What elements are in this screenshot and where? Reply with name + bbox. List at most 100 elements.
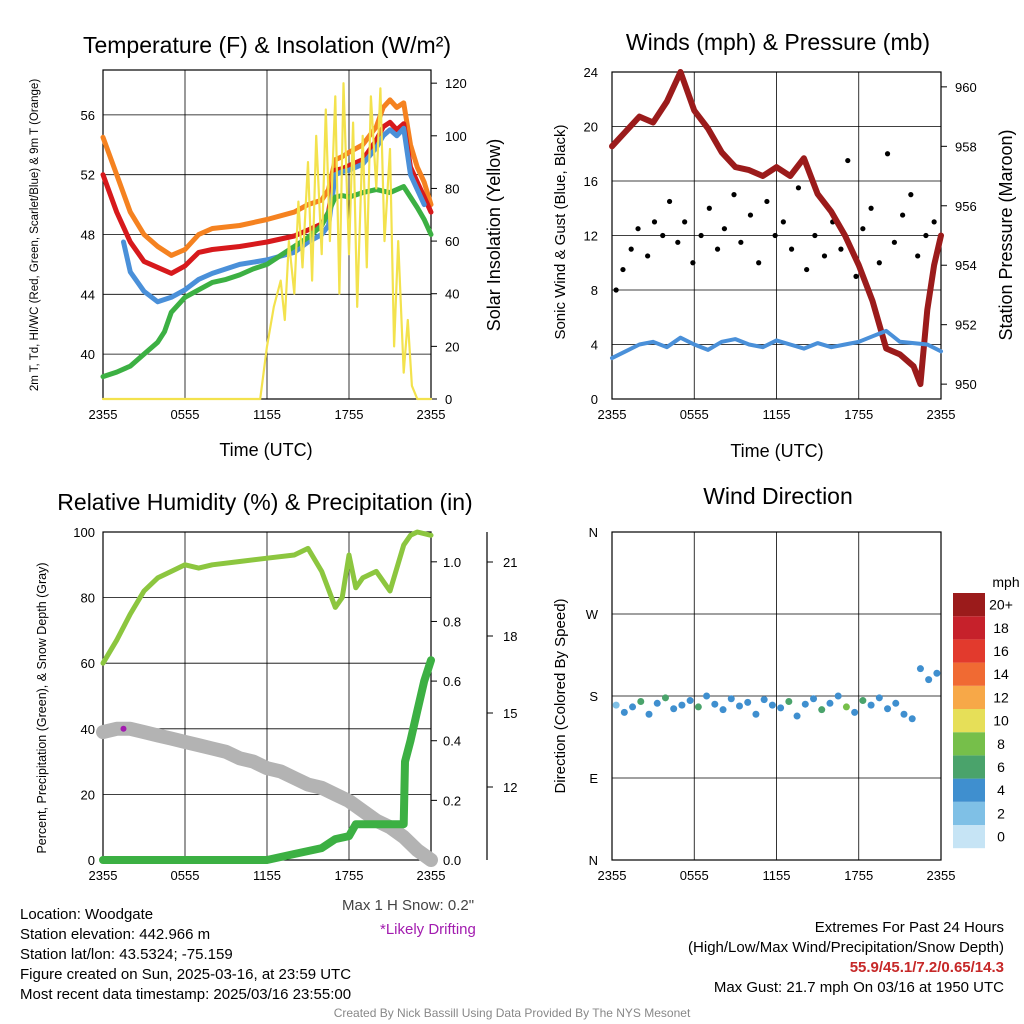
panel1-xtick-label: 1155 [253,407,281,422]
panel2-gust-point [714,246,721,252]
colorbar-label: 6 [997,759,1005,775]
panel4-direction-point [793,712,801,720]
panel2-xtick-label: 1755 [844,407,873,422]
panel2-y2tick-label: 958 [955,139,977,154]
panel2-y2tick-label: 952 [955,318,977,333]
panel2-xlabel: Time (UTC) [730,441,823,461]
panel3-y3tick-label: 15 [503,706,517,721]
panel1-xtick-label: 2355 [417,407,446,422]
panel1-series-0-line [100,97,434,258]
panel4-direction-point [653,699,661,707]
panel2-gust-point [795,185,802,191]
panel4-direction-point [744,698,752,706]
panel4-direction-point [933,669,941,677]
panel2-gust-point [628,246,634,252]
colorbar-cell [953,685,985,709]
panel1-ytick-label: 40 [81,347,95,362]
panel2-gust-point [613,287,619,293]
panel4-direction-point [916,665,924,673]
panel2-gust-point [821,253,828,259]
panel2-gust-point [780,219,786,225]
panel4-ytick-label: N [589,853,598,868]
panel3-drift-marker [120,725,127,732]
panel2-gust-point [738,239,744,245]
colorbar-label: 2 [997,805,1005,821]
panel1-ytick-label: 56 [81,108,95,123]
panel2-xtick-label: 1155 [763,407,791,422]
panel4-direction-point [859,697,867,705]
panel4-direction-point [752,710,760,718]
panel2-gust-point [931,219,937,225]
panel4-direction-point [645,710,653,718]
panel4-xtick-label: 1755 [844,868,873,883]
panel3-y2tick-label: 0.0 [443,853,461,868]
panel2-gust-point [845,157,851,164]
panel4-direction-point [612,701,620,709]
panel2-ytick-label: 16 [584,174,598,189]
panel1-series-2-line [121,125,427,305]
colorbar-label: 8 [997,736,1005,752]
panel4-direction-point [637,697,645,705]
panel3-precip-line [99,656,435,864]
panel4-direction-point [629,703,637,711]
panel4-title: Wind Direction [703,483,853,509]
panel4-direction-point [826,699,834,707]
panel2-ytick-label: 24 [584,65,598,80]
panel1-y2label: Solar Insolation (Yellow) [484,139,504,331]
panel3-y3tick-label: 21 [503,555,517,570]
panel2-xtick-label: 2355 [927,407,956,422]
panel4-direction-point [810,695,818,703]
panel4-direction-point [620,708,628,716]
panel3-ytick-label: 0 [88,853,95,868]
panel2-gust-point [853,273,859,279]
panel2-gust-point [756,260,762,266]
colorbar-label: 18 [993,620,1009,636]
colorbar-cell [953,639,985,663]
panel3-y2tick-label: 1.0 [443,555,461,570]
panel4-direction-point [818,706,826,714]
elevation-text: Station elevation: 442.966 m [20,926,211,943]
panel1-xtick-label: 1755 [335,407,364,422]
panel1-y2tick-label: 0 [445,392,452,407]
panel3-y3tick-label: 18 [503,629,517,644]
panel2-gust-point [868,205,874,211]
panel2-gust-point [900,212,906,218]
panel1-y2tick-label: 20 [445,339,459,354]
panel3-y3tick-label: 12 [503,780,517,795]
panel4-ytick-label: E [589,771,598,786]
panel4-xtick-label: 2355 [598,868,627,883]
colorbar-label: 20+ [989,597,1013,613]
panel2-y2label: Station Pressure (Maroon) [996,129,1016,340]
credit-text: Created By Nick Bassill Using Data Provi… [333,1006,691,1020]
colorbar-label: 12 [993,689,1009,705]
drift-annotation: *Likely Drifting [380,921,476,938]
panel2-gust-point [860,226,866,232]
panel2-gust-point [698,232,704,239]
recent-text: Most recent data timestamp: 2025/03/16 2… [20,986,352,1003]
colorbar-label: 16 [993,643,1009,659]
panel2-gust-point [772,232,778,239]
panel1-ytick-label: 52 [81,168,95,183]
panel4-direction-point [884,705,892,713]
panel1-xlabel: Time (UTC) [219,440,312,460]
panel4-direction-point [719,706,727,714]
panel1-y2tick-label: 40 [445,287,459,302]
panel4-direction-point [694,703,702,711]
panel2-gust-point [747,212,754,218]
panel4-direction-point [703,692,711,700]
panel2-gust-point [891,239,897,245]
colorbar-cell [953,732,985,756]
panel4-ytick-label: S [589,689,598,704]
panel4-direction-point [760,696,768,704]
panel3-y2tick-label: 0.6 [443,674,461,689]
panel3-ytick-label: 80 [81,591,95,606]
panel4-direction-point [867,701,875,709]
panel4-direction-point [777,704,785,712]
panel3-xtick-label: 2355 [417,868,446,883]
panel4-direction-point [785,697,793,705]
colorbar-label: 0 [997,829,1005,845]
panel2-gust-point [690,260,696,266]
panel2-title: Winds (mph) & Pressure (mb) [626,29,930,55]
panel2-gust-point [666,198,673,205]
panel1-xtick-label: 2355 [89,407,118,422]
